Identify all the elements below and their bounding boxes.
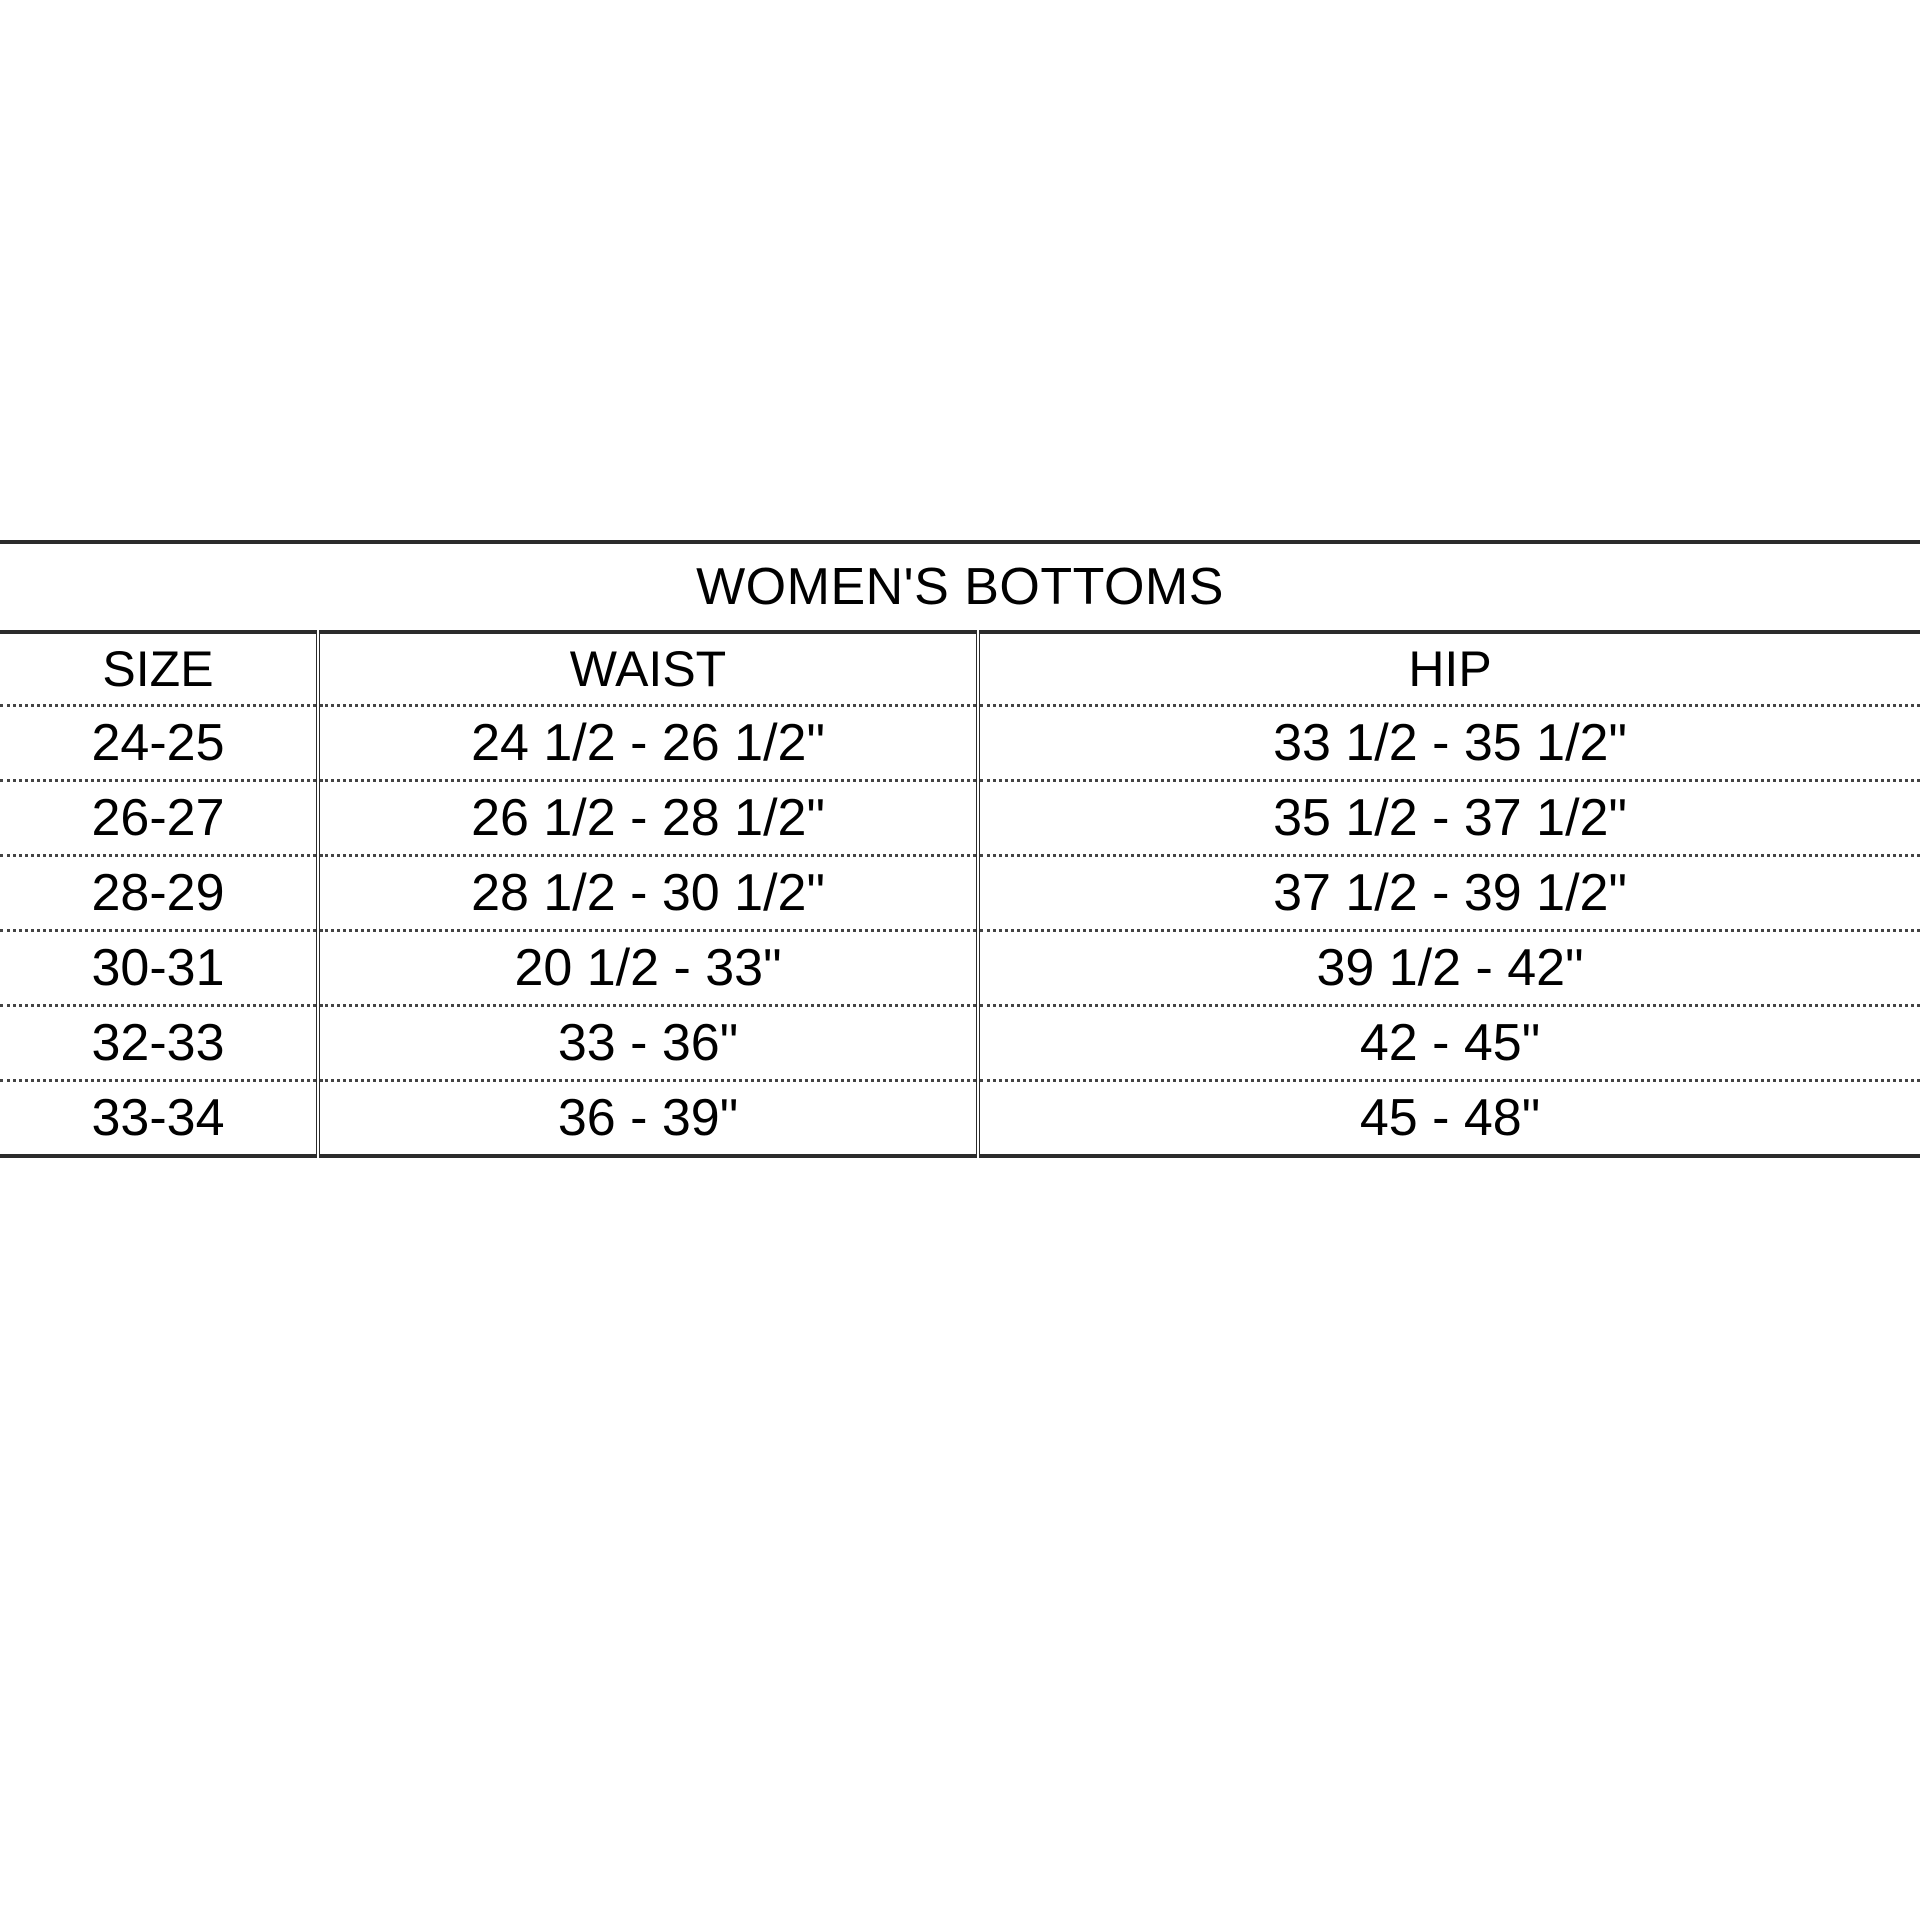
- table-title: WOMEN'S BOTTOMS: [0, 540, 1920, 634]
- cell-size: 30-31: [0, 929, 320, 1006]
- cell-hip: 39 1/2 - 42": [978, 929, 1920, 1006]
- column-header-size: SIZE: [0, 632, 320, 706]
- cell-size: 26-27: [0, 779, 320, 856]
- table-row: 24-25 24 1/2 - 26 1/2" 33 1/2 - 35 1/2": [0, 704, 1920, 781]
- cell-size: 32-33: [0, 1004, 320, 1081]
- table-row: 26-27 26 1/2 - 28 1/2" 35 1/2 - 37 1/2": [0, 779, 1920, 856]
- cell-hip: 45 - 48": [978, 1079, 1920, 1158]
- cell-waist: 24 1/2 - 26 1/2": [318, 704, 980, 781]
- cell-waist: 26 1/2 - 28 1/2": [318, 779, 980, 856]
- column-header-waist: WAIST: [318, 632, 980, 706]
- cell-waist: 20 1/2 - 33": [318, 929, 980, 1006]
- cell-hip: 35 1/2 - 37 1/2": [978, 779, 1920, 856]
- cell-hip: 42 - 45": [978, 1004, 1920, 1081]
- cell-size: 28-29: [0, 854, 320, 931]
- table-row: 32-33 33 - 36" 42 - 45": [0, 1004, 1920, 1081]
- cell-waist: 36 - 39": [318, 1079, 980, 1158]
- table-row: 28-29 28 1/2 - 30 1/2" 37 1/2 - 39 1/2": [0, 854, 1920, 931]
- table-title-row: WOMEN'S BOTTOMS: [0, 540, 1920, 634]
- table-row: 30-31 20 1/2 - 33" 39 1/2 - 42": [0, 929, 1920, 1006]
- cell-hip: 37 1/2 - 39 1/2": [978, 854, 1920, 931]
- size-chart-container: WOMEN'S BOTTOMS SIZE WAIST HIP 24-25 24 …: [0, 540, 1920, 1158]
- table-row: 33-34 36 - 39" 45 - 48": [0, 1079, 1920, 1158]
- cell-size: 33-34: [0, 1079, 320, 1158]
- cell-waist: 33 - 36": [318, 1004, 980, 1081]
- womens-bottoms-size-table: WOMEN'S BOTTOMS SIZE WAIST HIP 24-25 24 …: [0, 540, 1920, 1158]
- cell-size: 24-25: [0, 704, 320, 781]
- cell-waist: 28 1/2 - 30 1/2": [318, 854, 980, 931]
- column-header-hip: HIP: [1408, 641, 1492, 697]
- cell-hip: 33 1/2 - 35 1/2": [978, 704, 1920, 781]
- table-header-row: SIZE WAIST HIP: [0, 632, 1920, 706]
